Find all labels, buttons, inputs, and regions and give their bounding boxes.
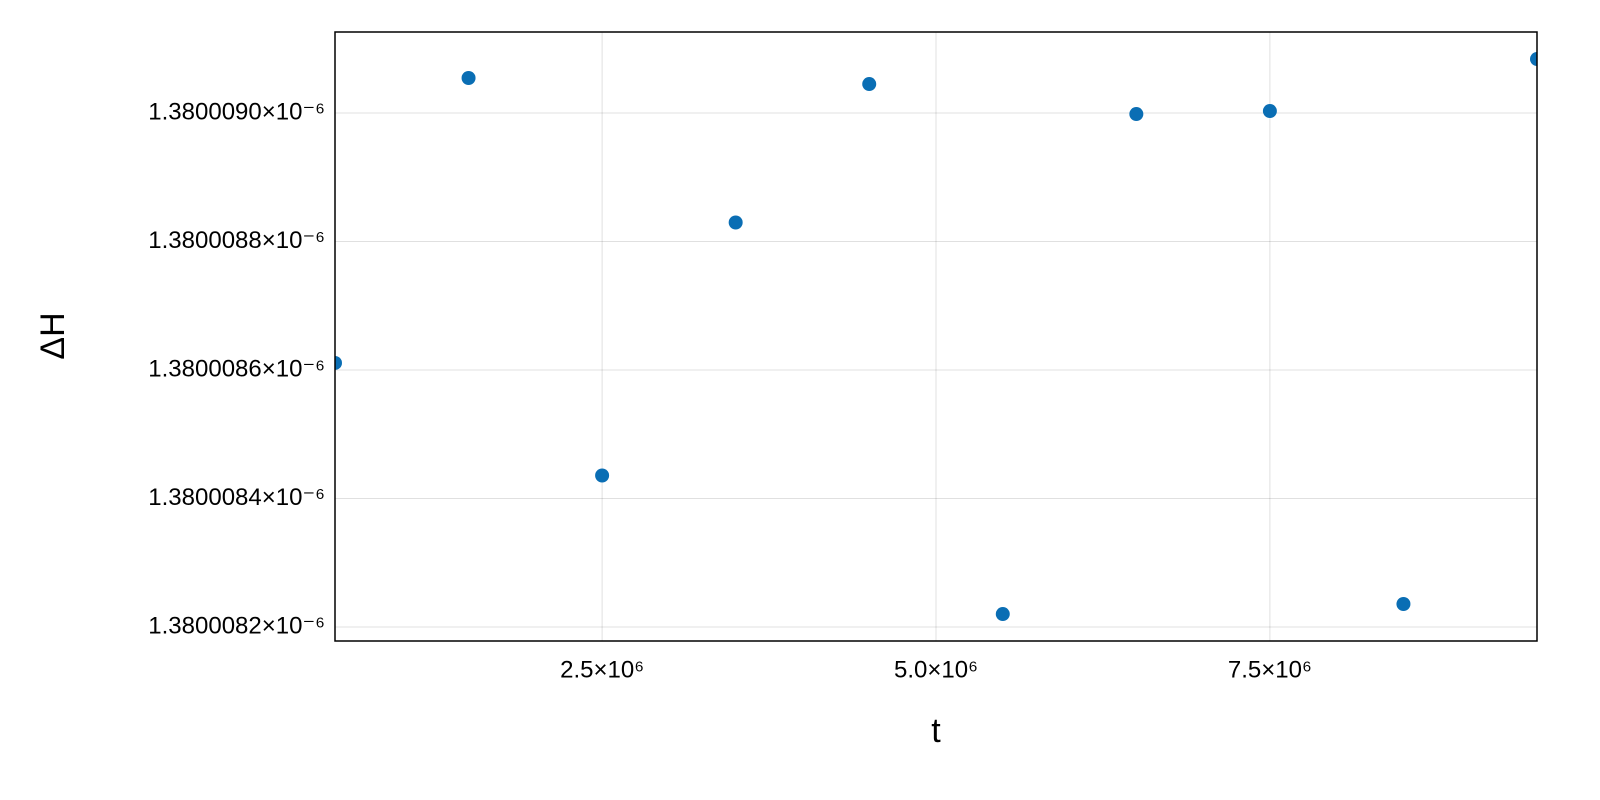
point xyxy=(728,215,743,230)
point xyxy=(862,77,877,92)
y-tick-label: 1.3800084×10⁻⁶ xyxy=(148,484,325,511)
x-tick-label: 7.5×10⁶ xyxy=(1228,656,1312,683)
point xyxy=(335,355,342,370)
point xyxy=(1530,52,1537,67)
point xyxy=(1396,596,1411,611)
point xyxy=(1129,107,1144,122)
y-tick-label: 1.3800088×10⁻⁶ xyxy=(148,227,325,254)
plot-frame xyxy=(334,31,1538,642)
y-axis-label: ΔH xyxy=(34,312,72,359)
point xyxy=(1262,104,1277,119)
grid xyxy=(335,32,1537,641)
x-axis-label: t xyxy=(931,712,941,750)
y-tick-label: 1.3800086×10⁻⁶ xyxy=(148,355,325,382)
x-tick-label: 2.5×10⁶ xyxy=(560,656,644,683)
y-tick-label: 1.3800090×10⁻⁶ xyxy=(148,98,325,125)
y-tick-label: 1.3800082×10⁻⁶ xyxy=(148,612,325,639)
point xyxy=(995,607,1010,622)
x-tick-label: 5.0×10⁶ xyxy=(894,656,978,683)
point xyxy=(595,468,610,483)
points xyxy=(335,52,1537,622)
point xyxy=(461,71,476,86)
